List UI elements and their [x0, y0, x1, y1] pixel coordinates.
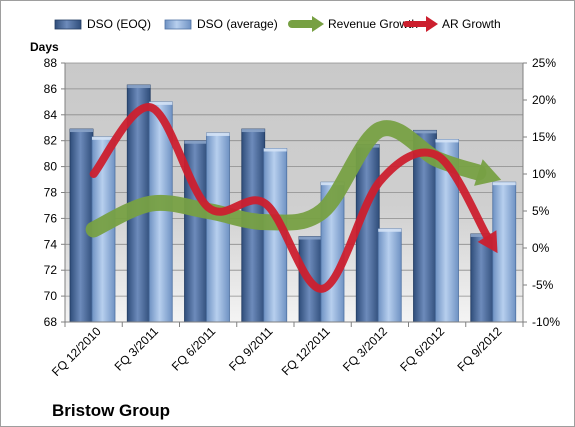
y-tick-label: 78 [44, 186, 58, 200]
y2-tick-label: -10% [532, 315, 560, 329]
bar-cap-dso-average [492, 182, 516, 186]
y-tick-label: 84 [44, 108, 58, 122]
bar-cap-dso-average [149, 101, 173, 105]
y-tick-label: 70 [44, 289, 58, 303]
y-tick-label: 88 [44, 56, 58, 70]
legend-label-dso-average: DSO (average) [197, 17, 278, 31]
bars [69, 84, 517, 323]
company-name: Bristow Group [52, 401, 170, 420]
legend-swatch-dso-eoq [54, 19, 82, 30]
bar-cap-dso-eoq [127, 85, 151, 89]
y2-tick-label: 5% [532, 204, 550, 218]
bar-cap-dso-eoq [413, 130, 437, 134]
y-tick-label: 68 [44, 315, 58, 329]
legend: DSO (EOQ) DSO (average) Revenue Growth AR G… [54, 16, 501, 32]
bar-dso-average [377, 228, 402, 323]
bar-cap-dso-eoq [184, 140, 208, 144]
legend-swatch-dso-average [164, 19, 192, 30]
arrowhead-ar-growth [477, 230, 498, 254]
legend-arrow-revenue-growth [312, 16, 324, 32]
y2-tick-label: 0% [532, 241, 550, 255]
y2-tick-label: -5% [532, 278, 554, 292]
y-tick-label: 86 [44, 82, 58, 96]
line-ar-growth [89, 103, 492, 293]
bar-cap-dso-average [435, 139, 459, 143]
y2-tick-label: 25% [532, 56, 556, 70]
bar-cap-dso-average [321, 182, 344, 186]
bar-cap-dso-eoq [70, 129, 93, 133]
y-axis-label: Days [30, 40, 59, 54]
y-tick-label: 74 [44, 237, 58, 251]
bar-cap-dso-eoq [241, 129, 265, 133]
y-tick-label: 76 [44, 211, 58, 225]
legend-label-dso-eoq: DSO (EOQ) [87, 17, 151, 31]
y-tick-label: 82 [44, 134, 58, 148]
bar-cap-dso-average [263, 148, 287, 152]
bar-cap-dso-average [206, 132, 230, 136]
growth-lines [85, 103, 502, 293]
y2-tick-label: 15% [532, 130, 556, 144]
bar-cap-dso-average [378, 228, 402, 232]
legend-label-ar-growth: AR Growth [442, 17, 501, 31]
y-tick-label: 72 [44, 263, 58, 277]
bar-cap-dso-eoq [299, 236, 322, 240]
y2-tick-label: 10% [532, 167, 556, 181]
y2-tick-label: 20% [532, 93, 556, 107]
bar-cap-dso-average [92, 136, 115, 140]
legend-label-revenue-growth: Revenue Growth [328, 17, 418, 31]
legend-arrow-ar-growth [426, 16, 438, 32]
bar-dso-eoq [355, 144, 380, 323]
y-tick-label: 80 [44, 160, 58, 174]
bar-dso-average [206, 132, 230, 323]
arrowhead-revenue-growth [474, 159, 502, 186]
